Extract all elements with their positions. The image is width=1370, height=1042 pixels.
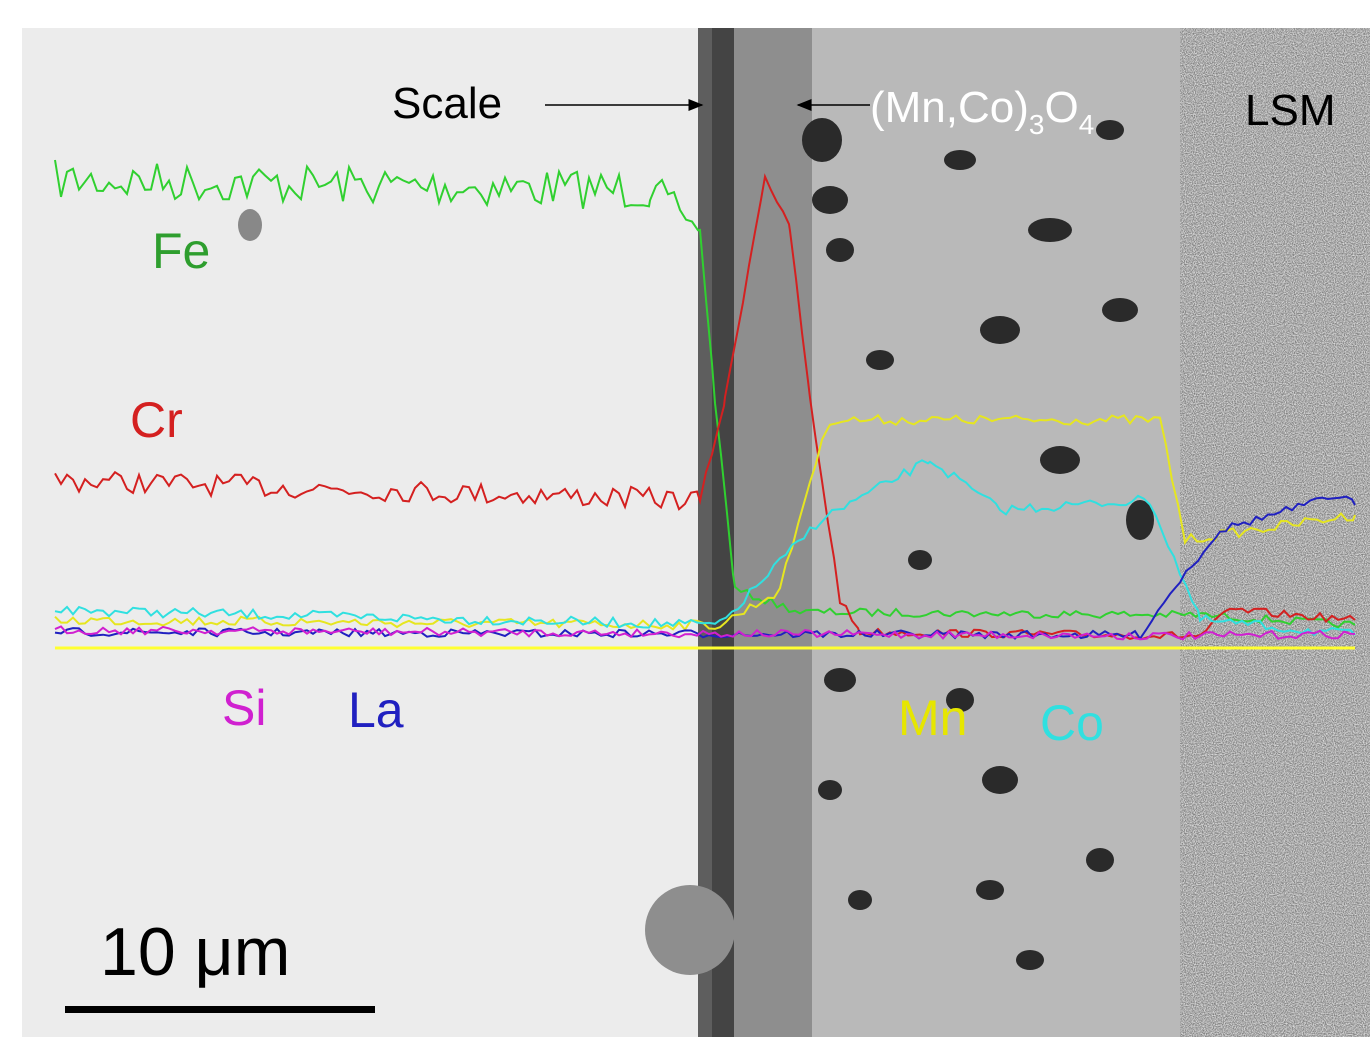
pore [1040,446,1080,474]
pore [982,766,1018,794]
oxide-label: (Mn,Co)3O4 [870,83,1094,140]
scale-bar [65,1006,375,1013]
cr-label: Cr [130,392,183,448]
lsm-texture [1180,28,1370,1037]
pore [1028,218,1072,242]
pore [944,150,976,170]
pore [824,668,856,692]
pore [1102,298,1138,322]
profile-line [54,459,1356,637]
pore [802,118,842,162]
pore [812,186,848,214]
scale-label: Scale [392,79,502,128]
pore [946,688,974,712]
inclusion [238,209,262,241]
mn-label: Mn [898,690,967,746]
profile-line [54,413,1356,632]
pore [976,880,1004,900]
oxide-formula: O [1044,83,1078,132]
pore [1086,848,1114,872]
pore [818,780,842,800]
profile-line [54,159,1356,629]
pores [802,118,1154,970]
scale-bar-label: 10 μm [100,914,290,990]
pore [1096,120,1124,140]
pore [1126,500,1154,540]
co-label: Co [1040,695,1104,751]
pore [848,890,872,910]
la-label: La [348,682,404,738]
pore [908,550,932,570]
pore [826,238,854,262]
lsm-label: LSM [1245,86,1335,135]
line-scan-profiles [54,159,1356,641]
pore [1016,950,1044,970]
pore [866,350,894,370]
scale-bulge [645,885,735,975]
oxide-subscript: 3 [1029,109,1045,140]
coating-region [812,28,1182,1037]
profile-line [54,625,1356,641]
fe-label: Fe [152,223,210,279]
oxide-subscript: 4 [1079,109,1095,140]
pore [980,316,1020,344]
si-label: Si [222,680,266,736]
scale-edge-dark [712,28,734,1037]
oxide-formula: (Mn,Co) [870,83,1029,132]
